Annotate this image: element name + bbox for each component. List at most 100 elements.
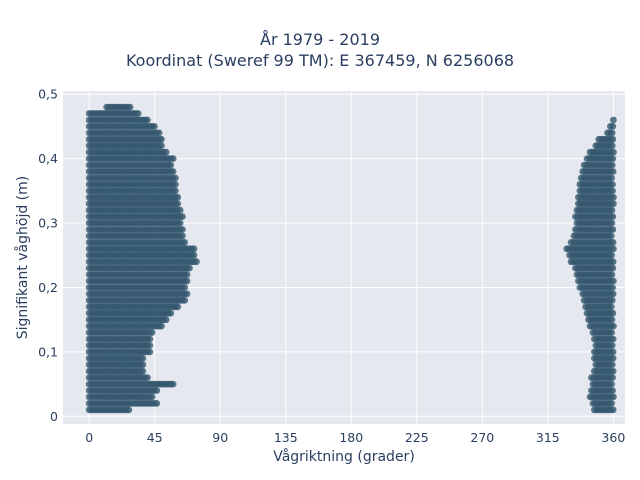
data-point (609, 264, 617, 272)
data-point (172, 181, 179, 188)
data-point (126, 103, 134, 111)
x-tick-label: 135 (274, 430, 298, 445)
data-point (176, 219, 184, 227)
data-point (610, 148, 617, 156)
data-point (610, 116, 617, 124)
data-point (609, 181, 616, 188)
data-point (155, 129, 163, 137)
data-point (174, 193, 182, 201)
data-points (85, 103, 617, 414)
data-point (153, 400, 161, 407)
data-point (139, 354, 147, 362)
x-tick-label: 225 (405, 430, 429, 445)
data-point (610, 193, 617, 201)
data-point (158, 322, 165, 330)
data-point (609, 387, 616, 394)
data-point (183, 290, 191, 298)
x-tick-label: 360 (601, 430, 625, 445)
x-tick-label: 45 (147, 430, 163, 445)
data-point (186, 264, 193, 272)
data-point (139, 361, 147, 369)
point-cluster-north-east (85, 103, 200, 414)
data-point (607, 303, 615, 311)
data-point (608, 251, 615, 259)
data-point (181, 284, 189, 291)
data-point (146, 335, 154, 343)
y-tick-label: 0,3 (38, 216, 58, 231)
data-point (608, 380, 615, 388)
data-point (609, 348, 617, 356)
data-point (174, 303, 182, 311)
data-point (169, 168, 177, 175)
data-point (609, 354, 617, 362)
data-point (610, 322, 617, 330)
data-point (609, 367, 617, 375)
data-point (610, 393, 617, 401)
data-point (608, 271, 616, 278)
chart-title-line-2: Koordinat (Sweref 99 TM): E 367459, N 62… (125, 51, 515, 70)
data-point (609, 290, 617, 298)
data-point (608, 329, 615, 336)
data-point (167, 161, 175, 169)
y-tick-label: 0,2 (38, 280, 58, 295)
data-point (608, 161, 616, 169)
y-tick-label: 0,1 (38, 344, 58, 359)
data-point (608, 361, 616, 369)
data-point (609, 374, 616, 381)
data-point (125, 406, 133, 414)
data-point (169, 380, 177, 388)
x-tick-label: 180 (339, 430, 363, 445)
data-point (151, 123, 158, 130)
data-point (609, 226, 617, 233)
data-point (609, 258, 617, 266)
data-point (144, 116, 151, 124)
data-point (146, 348, 154, 356)
data-point (169, 155, 177, 163)
data-point (172, 174, 179, 182)
data-point (609, 239, 617, 246)
point-cluster-north-west (563, 116, 617, 414)
data-point (608, 206, 616, 214)
data-point (190, 245, 198, 253)
data-point (609, 187, 616, 195)
x-tick-label: 315 (536, 430, 560, 445)
data-point (609, 123, 617, 130)
data-point (609, 406, 617, 414)
data-point (148, 329, 156, 336)
data-point (609, 335, 617, 343)
data-point (181, 239, 189, 246)
data-point (190, 251, 198, 259)
data-point (609, 213, 617, 221)
y-tick-label: 0,5 (38, 87, 58, 102)
y-tick-label: 0 (50, 409, 58, 424)
data-point (609, 155, 617, 163)
data-point (608, 129, 616, 137)
data-point (158, 142, 165, 150)
data-point (153, 387, 161, 394)
data-point (610, 245, 617, 253)
y-axis-label: Signifikant våghöjd (m) (14, 176, 31, 339)
data-point (608, 219, 616, 227)
data-point (181, 296, 189, 304)
data-point (608, 174, 615, 182)
data-point (608, 342, 616, 349)
x-tick-label: 90 (212, 430, 228, 445)
x-tick-label: 0 (85, 430, 93, 445)
data-point (179, 232, 186, 240)
data-point (139, 367, 147, 375)
data-point (172, 187, 179, 195)
data-point (134, 110, 142, 117)
data-point (193, 258, 200, 266)
tick-labels: 0 45 90 135 180 225 270 315 360 0 0,1 0,2 0,3 0,4 0,5 (38, 87, 625, 445)
data-point (176, 206, 184, 214)
data-point (162, 148, 170, 156)
data-point (148, 393, 156, 401)
data-point (608, 400, 615, 407)
data-point (609, 284, 616, 291)
data-point (179, 213, 186, 221)
data-point (146, 342, 154, 349)
data-point (609, 309, 617, 317)
data-point (167, 309, 175, 317)
data-point (144, 374, 151, 381)
